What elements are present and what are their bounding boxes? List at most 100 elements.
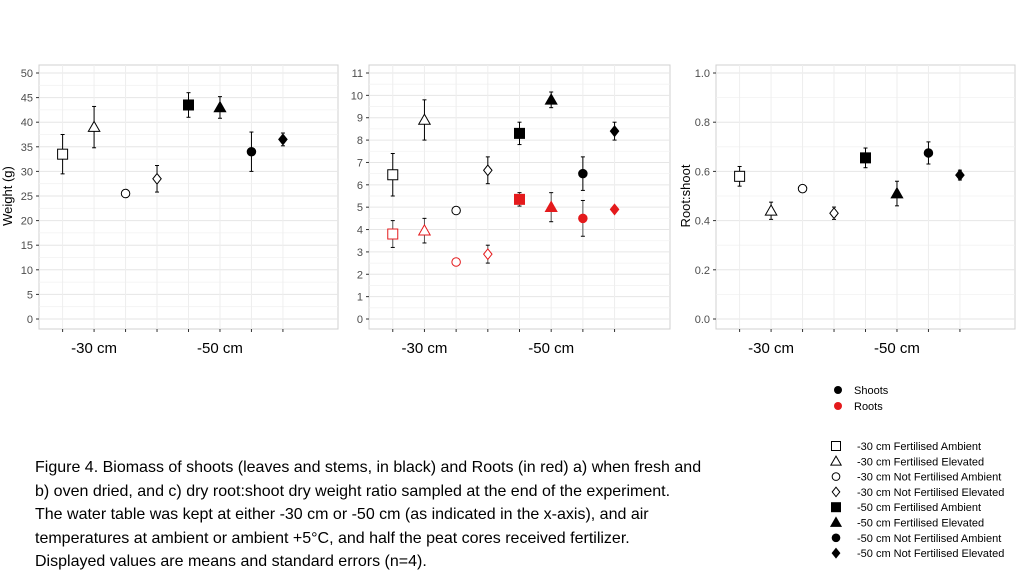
data-point — [387, 169, 399, 181]
data-point — [514, 193, 525, 205]
y-tick-label: 3 — [357, 247, 363, 259]
legend-color-label: Shoots — [854, 385, 889, 397]
y-tick-label: 2 — [357, 269, 363, 281]
y-tick-label: 1 — [357, 292, 363, 304]
legend-shape-label: -30 cm Fertilised Ambient — [857, 441, 981, 453]
legend-shape-label: -50 cm Not Fertilised Ambient — [857, 533, 1001, 545]
data-point — [482, 248, 493, 261]
x-category-label: -50 cm — [874, 340, 920, 357]
data-point — [544, 200, 558, 212]
data-point — [417, 113, 432, 125]
y-tick-label: 0.8 — [695, 117, 710, 129]
legend-shapes: -30 cm Fertilised Ambient -30 cm Fertilis… — [829, 441, 1004, 560]
data-point — [955, 169, 965, 182]
y-tick-label: 4 — [357, 225, 363, 237]
data-point — [544, 93, 558, 105]
y-tick-label: 11 — [352, 68, 363, 80]
y-tick-label: 0.4 — [695, 216, 710, 228]
legend-shape-label: -30 cm Fertilised Elevated — [857, 456, 984, 468]
legend-shape-label: -50 cm Fertilised Elevated — [857, 518, 984, 530]
data-point — [57, 148, 69, 160]
legend-color-label: Roots — [854, 401, 883, 413]
legend-shape-marker — [829, 516, 843, 527]
legend-shape-label: -30 cm Not Fertilised Elevated — [857, 487, 1004, 499]
data-point — [213, 100, 227, 113]
legend-color-marker — [834, 402, 842, 410]
data-point — [609, 203, 620, 216]
y-tick-label: 0 — [27, 314, 33, 326]
chart-panel-c: 0.0 0.2 0.4 0.6 0.8 1.0 -30 cm -50 cm Root:shoot — [678, 64, 1016, 357]
y-tick-label: 50 — [21, 68, 33, 80]
data-point — [451, 257, 461, 267]
data-point — [609, 125, 620, 138]
data-point — [829, 207, 839, 220]
data-point — [797, 183, 808, 194]
y-tick-label: 10 — [21, 265, 33, 277]
data-point — [87, 120, 101, 132]
y-tick-label: 5 — [27, 289, 33, 301]
y-axis-label: Root:shoot — [678, 164, 693, 227]
data-point — [120, 188, 131, 199]
y-tick-label: 10 — [351, 90, 363, 102]
y-tick-label: 1.0 — [695, 68, 710, 80]
x-category-label: -30 cm — [71, 340, 117, 357]
data-point — [923, 148, 934, 158]
figure-caption: Figure 4. Biomass of shoots (leaves and … — [35, 456, 775, 574]
y-tick-label: 25 — [21, 191, 33, 203]
data-point — [578, 168, 588, 179]
y-tick-label: 35 — [21, 142, 33, 154]
x-category-label: -30 cm — [402, 340, 448, 357]
data-point — [451, 205, 461, 216]
legend-shape-marker — [831, 486, 841, 498]
data-point — [578, 213, 588, 224]
legend-shape-marker — [831, 533, 841, 543]
data-point — [152, 172, 162, 185]
caption-line: Displayed values are means and standard … — [35, 553, 427, 570]
data-point — [734, 170, 746, 182]
chart-panel-b: 0 1 2 3 4 5 6 7 8 9 10 11 -30 cm -50 cm — [351, 64, 671, 357]
data-point — [764, 204, 778, 216]
y-tick-label: 30 — [21, 166, 33, 178]
data-point — [278, 133, 288, 146]
y-tick-label: 8 — [357, 135, 363, 147]
legend-colors: Shoots Roots — [834, 385, 889, 413]
y-tick-label: 15 — [21, 240, 33, 252]
x-category-label: -50 cm — [528, 340, 574, 357]
y-tick-label: 0.0 — [695, 314, 710, 326]
y-tick-label: 9 — [357, 113, 363, 125]
data-point — [246, 146, 257, 157]
caption-line: The water table was kept at either -30 c… — [35, 506, 649, 523]
y-tick-label: 0.6 — [695, 166, 710, 178]
y-tick-label: 40 — [21, 117, 33, 129]
y-tick-label: 45 — [21, 93, 33, 105]
y-tick-label: 0 — [357, 314, 363, 326]
legend-color-marker — [834, 386, 842, 394]
data-point — [183, 99, 194, 111]
data-point — [890, 186, 904, 199]
caption-line: b) oven dried, and c) dry root:shoot dry… — [35, 482, 671, 500]
y-tick-label: 5 — [357, 202, 363, 214]
legend-shape-marker — [831, 547, 841, 559]
data-point — [482, 164, 493, 177]
y-tick-label: 7 — [357, 157, 363, 169]
caption-line: Figure 4. Biomass of shoots (leaves and … — [35, 459, 702, 476]
x-category-label: -50 cm — [197, 340, 243, 357]
y-tick-label: 6 — [357, 180, 363, 192]
legend-shape-marker — [831, 441, 841, 451]
legend-shape-label: -50 cm Not Fertilised Elevated — [857, 548, 1004, 560]
y-tick-label: 0.2 — [695, 265, 710, 277]
x-category-label: -30 cm — [748, 340, 794, 357]
data-point — [860, 152, 871, 164]
legend-shape-label: -30 cm Not Fertilised Ambient — [857, 472, 1001, 484]
legend-shape-marker — [831, 502, 841, 513]
legend-shape-marker — [831, 472, 841, 481]
data-point — [417, 223, 432, 236]
y-axis-label: Weight (g) — [0, 166, 15, 226]
legend-shape-label: -50 cm Fertilised Ambient — [857, 502, 981, 514]
caption-line: temperatures at ambient or ambient +5°C,… — [35, 529, 630, 547]
legend-shape-marker — [829, 455, 843, 466]
chart-panel-a: 0 5 10 15 20 25 30 35 40 45 50 -30 cm -50 cm Weight (… — [0, 64, 339, 357]
data-point — [514, 127, 525, 139]
y-tick-label: 20 — [21, 216, 33, 228]
